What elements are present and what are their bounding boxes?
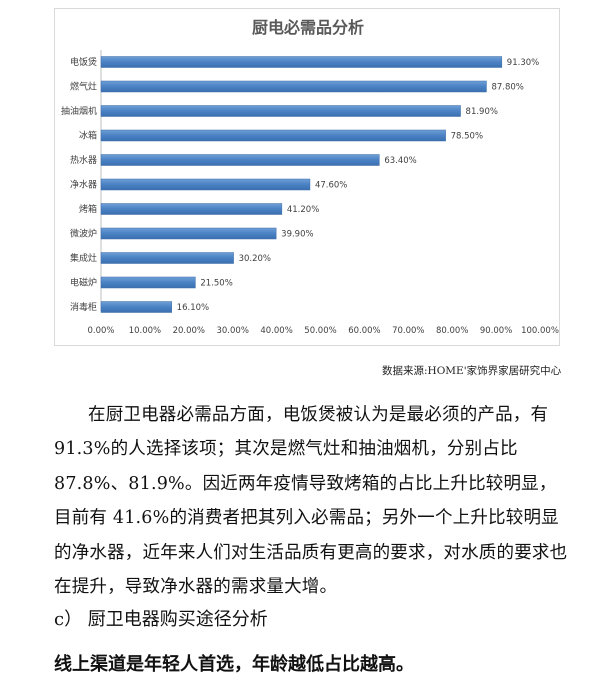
bar-1: [100, 56, 503, 68]
value-label: 39.90%: [281, 230, 313, 240]
x-tick-label: 100.00%: [521, 326, 559, 336]
category-label: 消毒柜: [70, 301, 97, 313]
x-tick-label: 0.00%: [87, 326, 114, 336]
value-label: 16.10%: [177, 303, 209, 313]
value-label: 21.50%: [200, 279, 232, 289]
bar-9: [100, 252, 234, 264]
x-tick-label: 60.00%: [348, 326, 380, 336]
bar-7: [100, 203, 283, 215]
value-label: 41.20%: [287, 205, 319, 215]
category-label: 冰箱: [79, 130, 97, 142]
x-tick-label: 10.00%: [129, 326, 161, 336]
category-label: 净水器: [70, 179, 97, 191]
category-label: 电饭煲: [70, 56, 97, 68]
bar-11: [100, 301, 172, 313]
bar-6: [100, 178, 311, 191]
category-label: 燃气灶: [70, 81, 97, 93]
bar-3: [100, 105, 461, 117]
x-tick-label: 30.00%: [216, 326, 248, 336]
x-tick-label: 50.00%: [304, 326, 336, 336]
x-tick-label: 70.00%: [392, 326, 424, 336]
bar-8: [100, 227, 277, 240]
bold-conclusion: 线上渠道是年轻人首选，年龄越低占比越高。: [54, 654, 414, 675]
bar-chart: 厨电必需品分析 电饭煲 91.30% 燃气灶 87.80% 抽油烟机 81.90% 冰箱 78…: [61, 18, 559, 336]
category-label: 电磁炉: [70, 277, 97, 289]
x-tick-label: 40.00%: [260, 326, 292, 336]
section-subheading: c） 厨卫电器购买途径分析: [54, 609, 268, 630]
chart-title: 厨电必需品分析: [252, 18, 364, 37]
category-label: 热水器: [70, 154, 97, 166]
value-label: 78.50%: [451, 132, 483, 142]
x-tick-label: 20.00%: [173, 326, 205, 336]
category-label: 集成灶: [70, 252, 97, 264]
value-label: 47.60%: [315, 181, 347, 191]
value-label: 81.90%: [466, 107, 498, 117]
value-label: 91.30%: [507, 58, 539, 68]
x-tick-label: 80.00%: [436, 326, 468, 336]
value-label: 63.40%: [384, 156, 416, 166]
value-label: 87.80%: [491, 83, 523, 93]
category-label: 微波炉: [70, 228, 97, 240]
x-tick-label: 90.00%: [480, 326, 512, 336]
category-label: 烤箱: [79, 203, 97, 215]
body-paragraph: 在厨卫电器必需品方面，电饭煲被认为是最必须的产品，有 91.3%的人选择该项；其…: [54, 405, 568, 598]
category-label: 抽油烟机: [61, 105, 97, 117]
bar-4: [100, 129, 446, 142]
bar-10: [100, 276, 196, 289]
bar-2: [100, 80, 487, 93]
data-source: 数据来源:HOME'家饰界家居研究中心: [382, 365, 562, 377]
chart-frame: 厨电必需品分析 电饭煲 91.30% 燃气灶 87.80% 抽油烟机 81.90% 冰箱 78…: [54, 8, 560, 346]
plot-area: 电饭煲 91.30% 燃气灶 87.80% 抽油烟机 81.90% 冰箱 78.50% 热水器 6…: [61, 50, 559, 336]
bar-5: [100, 154, 380, 166]
value-label: 30.20%: [239, 254, 271, 264]
